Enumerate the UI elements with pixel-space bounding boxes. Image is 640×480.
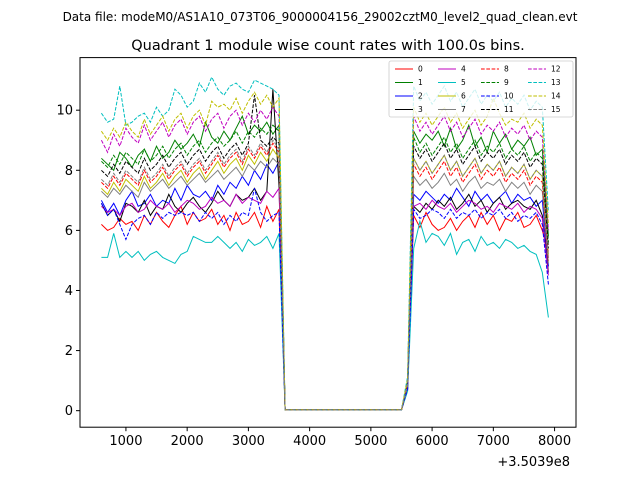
series-line-4 bbox=[101, 186, 549, 411]
y-tick-label: 4 bbox=[65, 284, 73, 299]
legend-label-9: 9 bbox=[504, 78, 509, 87]
chart-title: Quadrant 1 module wise count rates with … bbox=[131, 38, 525, 54]
series-line-11 bbox=[101, 95, 549, 411]
x-tick-label: 3000 bbox=[232, 434, 265, 449]
x-tick-label: 1000 bbox=[109, 434, 142, 449]
x-offset-label: +3.5039e8 bbox=[497, 455, 570, 470]
legend-label-10: 10 bbox=[504, 92, 514, 101]
legend-label-6: 6 bbox=[461, 92, 466, 101]
series-line-5 bbox=[101, 219, 549, 411]
legend-label-8: 8 bbox=[504, 65, 509, 74]
legend-label-2: 2 bbox=[418, 92, 423, 101]
y-tick-label: 0 bbox=[65, 404, 73, 419]
y-tick-label: 2 bbox=[65, 344, 73, 359]
legend-label-3: 3 bbox=[418, 105, 423, 114]
legend-label-1: 1 bbox=[418, 78, 423, 87]
legend-label-13: 13 bbox=[551, 78, 561, 87]
x-tick-label: 4000 bbox=[293, 434, 326, 449]
x-tick-label: 6000 bbox=[416, 434, 449, 449]
legend-label-11: 11 bbox=[504, 105, 514, 114]
legend-label-15: 15 bbox=[551, 105, 561, 114]
x-tick-label: 8000 bbox=[538, 434, 571, 449]
series-line-13 bbox=[100, 75, 549, 411]
legend-label-5: 5 bbox=[461, 78, 466, 87]
y-tick-label: 10 bbox=[56, 104, 73, 119]
series-line-10 bbox=[100, 188, 549, 411]
legend-label-14: 14 bbox=[551, 92, 561, 101]
x-tick-label: 5000 bbox=[354, 434, 387, 449]
plot-area bbox=[100, 75, 549, 411]
x-tick-label: 2000 bbox=[171, 434, 204, 449]
legend-label-12: 12 bbox=[551, 65, 561, 74]
series-line-14 bbox=[100, 91, 549, 411]
y-tick-label: 6 bbox=[65, 224, 73, 239]
axis-ticks: 1000 2000 3000 4000 5000 6000 7000 8000 0 2 4 6 8 10 bbox=[56, 104, 571, 450]
legend-label-4: 4 bbox=[461, 65, 466, 74]
legend-label-7: 7 bbox=[461, 105, 466, 114]
legend-label-0: 0 bbox=[418, 65, 423, 74]
legend-frame bbox=[388, 60, 574, 118]
series-line-2 bbox=[100, 161, 549, 411]
data-file-suptitle: Data file: modeM0/AS1A10_073T06_90000041… bbox=[63, 10, 578, 24]
x-tick-label: 7000 bbox=[477, 434, 510, 449]
series-line-15 bbox=[101, 139, 549, 411]
y-tick-label: 8 bbox=[65, 164, 73, 179]
series-line-8 bbox=[101, 142, 549, 411]
series-line-9 bbox=[101, 124, 549, 411]
axes-frame bbox=[79, 57, 577, 428]
